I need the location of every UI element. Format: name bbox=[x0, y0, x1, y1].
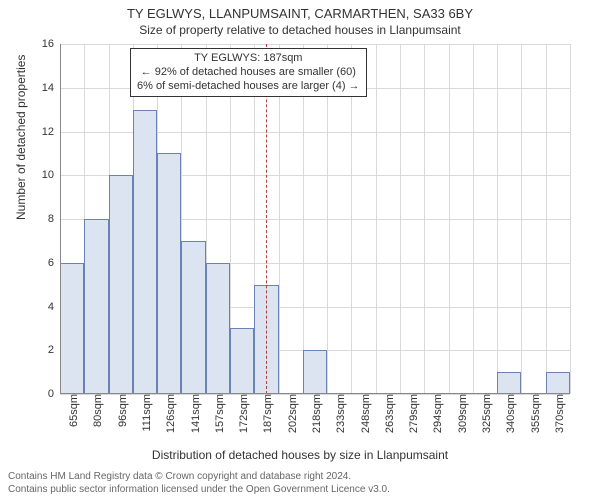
x-axis-line bbox=[60, 393, 570, 394]
callout-line: ← 92% of detached houses are smaller (60… bbox=[137, 66, 360, 80]
x-tick-label: 202sqm bbox=[283, 394, 299, 433]
footer-line: Contains HM Land Registry data © Crown c… bbox=[8, 471, 390, 484]
x-tick-label: 172sqm bbox=[234, 394, 250, 433]
gridline-v bbox=[497, 44, 498, 394]
histogram-bar bbox=[60, 263, 84, 394]
histogram-bar bbox=[230, 328, 254, 394]
chart-title: TY EGLWYS, LLANPUMSAINT, CARMARTHEN, SA3… bbox=[0, 0, 600, 23]
x-tick-label: 248sqm bbox=[356, 394, 372, 433]
x-tick-label: 279sqm bbox=[404, 394, 420, 433]
chart-subtitle: Size of property relative to detached ho… bbox=[0, 23, 600, 39]
gridline-v bbox=[400, 44, 401, 394]
x-tick-label: 355sqm bbox=[526, 394, 542, 433]
x-tick-label: 96sqm bbox=[113, 394, 129, 427]
histogram-bar bbox=[157, 153, 181, 394]
callout-line: 6% of semi-detached houses are larger (4… bbox=[137, 80, 360, 94]
x-tick-label: 80sqm bbox=[88, 394, 104, 427]
x-tick-label: 126sqm bbox=[161, 394, 177, 433]
gridline-v bbox=[424, 44, 425, 394]
gridline-v bbox=[376, 44, 377, 394]
x-tick-label: 340sqm bbox=[501, 394, 517, 433]
y-tick-label: 0 bbox=[30, 388, 60, 400]
x-tick-label: 111sqm bbox=[137, 394, 153, 432]
x-tick-label: 233sqm bbox=[331, 394, 347, 433]
x-tick-label: 309sqm bbox=[453, 394, 469, 433]
x-tick-label: 263sqm bbox=[380, 394, 396, 433]
histogram-bar bbox=[133, 110, 157, 394]
y-tick-label: 10 bbox=[30, 169, 60, 181]
gridline-v bbox=[449, 44, 450, 394]
callout-line: TY EGLWYS: 187sqm bbox=[137, 52, 360, 66]
y-tick-label: 6 bbox=[30, 257, 60, 269]
y-tick-label: 12 bbox=[30, 126, 60, 138]
footer-attribution: Contains HM Land Registry data © Crown c… bbox=[8, 471, 390, 496]
gridline-v bbox=[521, 44, 522, 394]
x-tick-label: 65sqm bbox=[64, 394, 80, 427]
y-tick-label: 8 bbox=[30, 213, 60, 225]
x-tick-label: 218sqm bbox=[307, 394, 323, 433]
histogram-bar bbox=[303, 350, 327, 394]
histogram-bar bbox=[181, 241, 205, 394]
gridline-v bbox=[570, 44, 571, 394]
callout-box: TY EGLWYS: 187sqm← 92% of detached house… bbox=[130, 48, 367, 97]
gridline-h bbox=[60, 44, 570, 45]
y-axis-line bbox=[60, 44, 61, 394]
histogram-bar bbox=[206, 263, 230, 394]
x-tick-label: 294sqm bbox=[428, 394, 444, 433]
y-tick-label: 14 bbox=[30, 82, 60, 94]
footer-line: Contains public sector information licen… bbox=[8, 484, 390, 497]
x-axis-label: Distribution of detached houses by size … bbox=[0, 448, 600, 462]
y-tick-label: 4 bbox=[30, 301, 60, 313]
y-axis-label: Number of detached properties bbox=[14, 55, 28, 220]
gridline-v bbox=[473, 44, 474, 394]
histogram-bar bbox=[546, 372, 570, 394]
histogram-bar bbox=[84, 219, 108, 394]
histogram-bar bbox=[497, 372, 521, 394]
plot-area: 024681012141665sqm80sqm96sqm111sqm126sqm… bbox=[60, 44, 570, 394]
x-tick-label: 187sqm bbox=[258, 394, 274, 433]
x-tick-label: 141sqm bbox=[186, 394, 202, 433]
x-tick-label: 370sqm bbox=[550, 394, 566, 433]
chart-container: TY EGLWYS, LLANPUMSAINT, CARMARTHEN, SA3… bbox=[0, 0, 600, 500]
histogram-bar bbox=[109, 175, 133, 394]
y-tick-label: 2 bbox=[30, 344, 60, 356]
x-tick-label: 157sqm bbox=[210, 394, 226, 433]
y-tick-label: 16 bbox=[30, 38, 60, 50]
x-tick-label: 325sqm bbox=[477, 394, 493, 433]
gridline-v bbox=[546, 44, 547, 394]
